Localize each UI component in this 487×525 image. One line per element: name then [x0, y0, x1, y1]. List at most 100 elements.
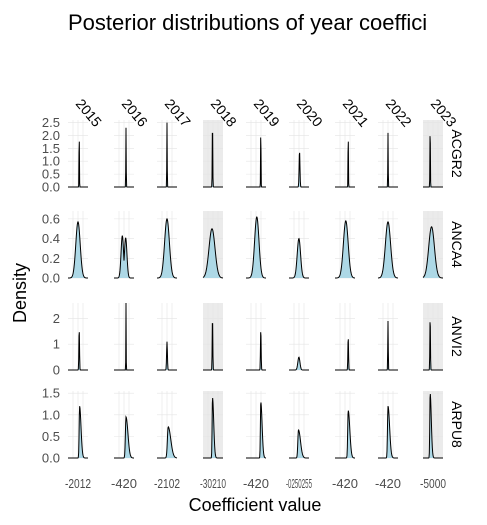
- facet-panel: [289, 303, 309, 371]
- density-line: [114, 235, 134, 279]
- facet-panel: [114, 391, 134, 459]
- density-line: [157, 425, 178, 459]
- facet-panel: [335, 391, 355, 459]
- density-line: [246, 137, 266, 188]
- y-tick-label: 1: [53, 337, 60, 352]
- facet-panel: [68, 211, 88, 279]
- x-tick-label: -420: [332, 476, 358, 491]
- density-line: [289, 428, 309, 459]
- density-line: [289, 237, 309, 279]
- x-tick-label: -0250255: [286, 476, 312, 491]
- facet-panel: [203, 120, 223, 188]
- density-line: [423, 394, 443, 459]
- facet-panel: [203, 391, 223, 459]
- density-area: [289, 430, 309, 458]
- x-tick-label: -30210: [200, 476, 226, 491]
- density-line: [335, 339, 355, 371]
- y-tick-label: 0.5: [42, 429, 60, 444]
- density-area: [157, 218, 177, 278]
- density-line: [335, 410, 355, 459]
- row-strip-labels: ACGR2 ANCA4 ANVI2 ARPU8: [449, 129, 465, 448]
- facet-panel: [157, 120, 177, 188]
- density-line: [68, 332, 88, 371]
- facet-panel: [378, 120, 398, 188]
- facet-panel: [335, 211, 356, 279]
- x-axis-ticks: -2012 -420 -2102 -30210 -420 -0250255 -420 -420…: [65, 476, 446, 491]
- facet-panel: [423, 120, 443, 188]
- density-line: [156, 217, 178, 279]
- x-tick-label: -5000: [420, 476, 446, 491]
- facet-panel: [423, 303, 443, 371]
- x-tick-label: -2012: [65, 476, 91, 491]
- facet-panel: [68, 391, 88, 459]
- density-line: [68, 406, 88, 459]
- density-line: [335, 220, 356, 279]
- facet-panel: [289, 211, 309, 279]
- x-tick-label: -420: [243, 476, 269, 491]
- y-tick-label: 2.5: [42, 115, 60, 130]
- density-line: [378, 132, 398, 188]
- y-tick-label: 1.5: [42, 141, 60, 156]
- density-line: [246, 402, 267, 459]
- y-tick-label: 2.0: [42, 128, 60, 143]
- density-area: [335, 220, 355, 278]
- facet-panel: [246, 391, 267, 459]
- facet-panel: [335, 120, 355, 188]
- density-line: [68, 220, 88, 279]
- density-line: [289, 356, 309, 371]
- y-axis-ticks: 0.00.51.01.52.02.50.00.20.40.60120.00.51…: [42, 115, 60, 465]
- facet-panel: [246, 120, 266, 188]
- facet-panels: [68, 120, 444, 459]
- facet-panel: [377, 211, 399, 279]
- y-tick-label: 0.0: [42, 271, 60, 286]
- density-line: [423, 322, 443, 371]
- density-line: [335, 141, 355, 188]
- density-line: [377, 220, 399, 279]
- y-tick-label: 0.5: [42, 167, 60, 182]
- density-line: [203, 132, 223, 188]
- density-line: [157, 341, 177, 371]
- facet-panel: [378, 391, 398, 459]
- chart-title: Posterior distributions of year coeffici: [68, 10, 427, 35]
- density-line: [378, 321, 398, 371]
- density-area: [68, 221, 88, 278]
- density-line: [422, 226, 444, 279]
- density-line: [68, 141, 88, 188]
- density-area: [203, 228, 223, 278]
- row-strip-label: ANVI2: [449, 316, 465, 357]
- x-tick-label: -420: [111, 476, 137, 491]
- density-line: [289, 152, 309, 188]
- density-area: [246, 217, 266, 278]
- row-strip-label: ARPU8: [449, 401, 465, 448]
- density-area: [203, 398, 223, 458]
- facet-panel: [157, 303, 177, 371]
- density-line: [114, 127, 134, 188]
- density-line: [378, 405, 398, 459]
- facet-panel: [289, 391, 309, 459]
- density-line: [203, 323, 223, 371]
- facet-panel: [68, 303, 88, 371]
- facet-panel: [335, 303, 355, 371]
- facet-panel: [246, 303, 266, 371]
- facet-panel: [114, 302, 134, 371]
- density-area: [335, 410, 355, 458]
- y-tick-label: 0.4: [42, 231, 60, 246]
- density-line: [246, 216, 267, 279]
- density-area: [289, 357, 309, 370]
- y-axis-label: Density: [10, 263, 30, 323]
- y-tick-label: 2: [53, 311, 60, 326]
- y-tick-label: 0.2: [42, 251, 60, 266]
- facet-panel: [289, 120, 309, 188]
- density-line: [157, 122, 177, 188]
- y-tick-label: 1.0: [42, 154, 60, 169]
- facet-panel: [156, 211, 178, 279]
- density-line: [114, 415, 134, 459]
- facet-panel: [114, 120, 134, 188]
- row-strip-label: ACGR2: [449, 129, 465, 177]
- density-area: [114, 235, 134, 278]
- facet-panel: [68, 120, 88, 188]
- density-area: [423, 226, 443, 278]
- facet-panel: [157, 391, 178, 459]
- facet-panel: [203, 303, 223, 371]
